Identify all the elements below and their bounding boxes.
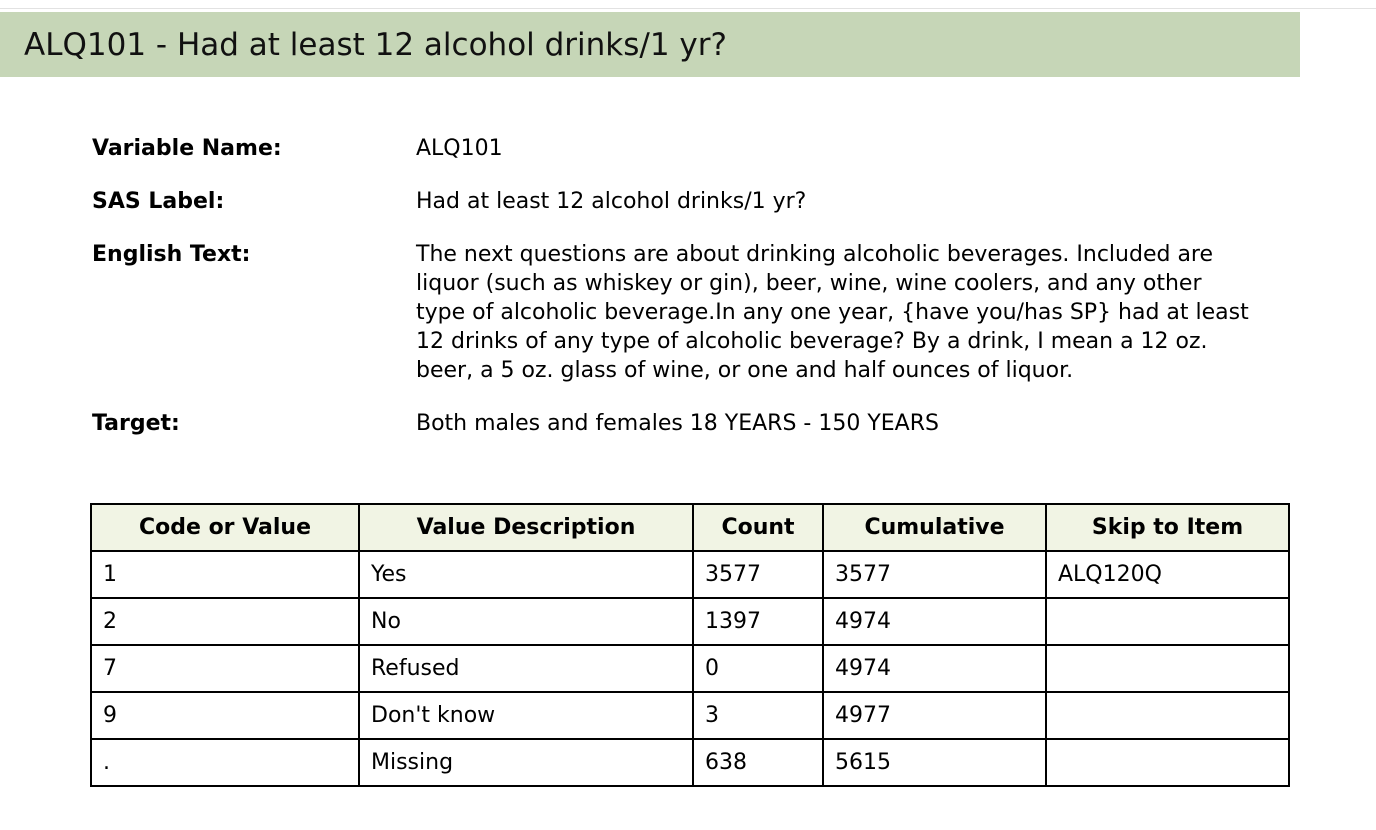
cell-cumulative: 5615	[822, 738, 1047, 787]
cell-skip-to-item	[1045, 597, 1290, 646]
sas-label-value: Had at least 12 alcohol drinks/1 yr?	[416, 189, 807, 214]
cell-description: Refused	[358, 644, 694, 693]
header-count: Count	[692, 503, 824, 552]
header-cumulative: Cumulative	[822, 503, 1047, 552]
cell-code: 7	[90, 644, 360, 693]
sas-label-row: SAS Label: Had at least 12 alcohol drink…	[92, 187, 1292, 216]
target-row: Target: Both males and females 18 YEARS …	[92, 409, 1292, 438]
sas-label-label: SAS Label:	[92, 189, 225, 214]
top-divider	[0, 8, 1376, 9]
table-row: . Missing 638 5615	[90, 738, 1290, 787]
cell-code: 1	[90, 550, 360, 599]
target-label: Target:	[92, 411, 180, 436]
cell-description: Yes	[358, 550, 694, 599]
cell-cumulative: 4974	[822, 644, 1047, 693]
cell-code: .	[90, 738, 360, 787]
cell-cumulative: 4974	[822, 597, 1047, 646]
page-title: ALQ101 - Had at least 12 alcohol drinks/…	[24, 26, 727, 63]
cell-count: 3577	[692, 550, 824, 599]
table-row: 9 Don't know 3 4977	[90, 691, 1290, 740]
cell-skip-to-item	[1045, 691, 1290, 740]
header-code-or-value: Code or Value	[90, 503, 360, 552]
cell-skip-to-item	[1045, 738, 1290, 787]
table-row: 7 Refused 0 4974	[90, 644, 1290, 693]
english-text-value: The next questions are about drinking al…	[416, 242, 1249, 383]
table-header-row: Code or Value Value Description Count Cu…	[90, 503, 1290, 552]
variable-name-row: Variable Name: ALQ101	[92, 134, 1292, 163]
header-value-description: Value Description	[358, 503, 694, 552]
cell-skip-to-item	[1045, 644, 1290, 693]
cell-description: Don't know	[358, 691, 694, 740]
variable-name-value: ALQ101	[416, 136, 503, 161]
variable-metadata: Variable Name: ALQ101 SAS Label: Had at …	[92, 134, 1292, 462]
english-text-label: English Text:	[92, 242, 251, 267]
cell-count: 1397	[692, 597, 824, 646]
cell-count: 638	[692, 738, 824, 787]
cell-code: 2	[90, 597, 360, 646]
table-row: 2 No 1397 4974	[90, 597, 1290, 646]
variable-name-label: Variable Name:	[92, 136, 282, 161]
header-skip-to-item: Skip to Item	[1045, 503, 1290, 552]
table-row: 1 Yes 3577 3577 ALQ120Q	[90, 550, 1290, 599]
english-text-row: English Text: The next questions are abo…	[92, 240, 1292, 385]
cell-description: Missing	[358, 738, 694, 787]
cell-cumulative: 4977	[822, 691, 1047, 740]
cell-description: No	[358, 597, 694, 646]
cell-skip-to-item: ALQ120Q	[1045, 550, 1290, 599]
codebook-table: Code or Value Value Description Count Cu…	[90, 503, 1290, 787]
cell-count: 3	[692, 691, 824, 740]
cell-code: 9	[90, 691, 360, 740]
target-value: Both males and females 18 YEARS - 150 YE…	[416, 411, 939, 436]
cell-count: 0	[692, 644, 824, 693]
cell-cumulative: 3577	[822, 550, 1047, 599]
title-bar: ALQ101 - Had at least 12 alcohol drinks/…	[0, 12, 1300, 77]
